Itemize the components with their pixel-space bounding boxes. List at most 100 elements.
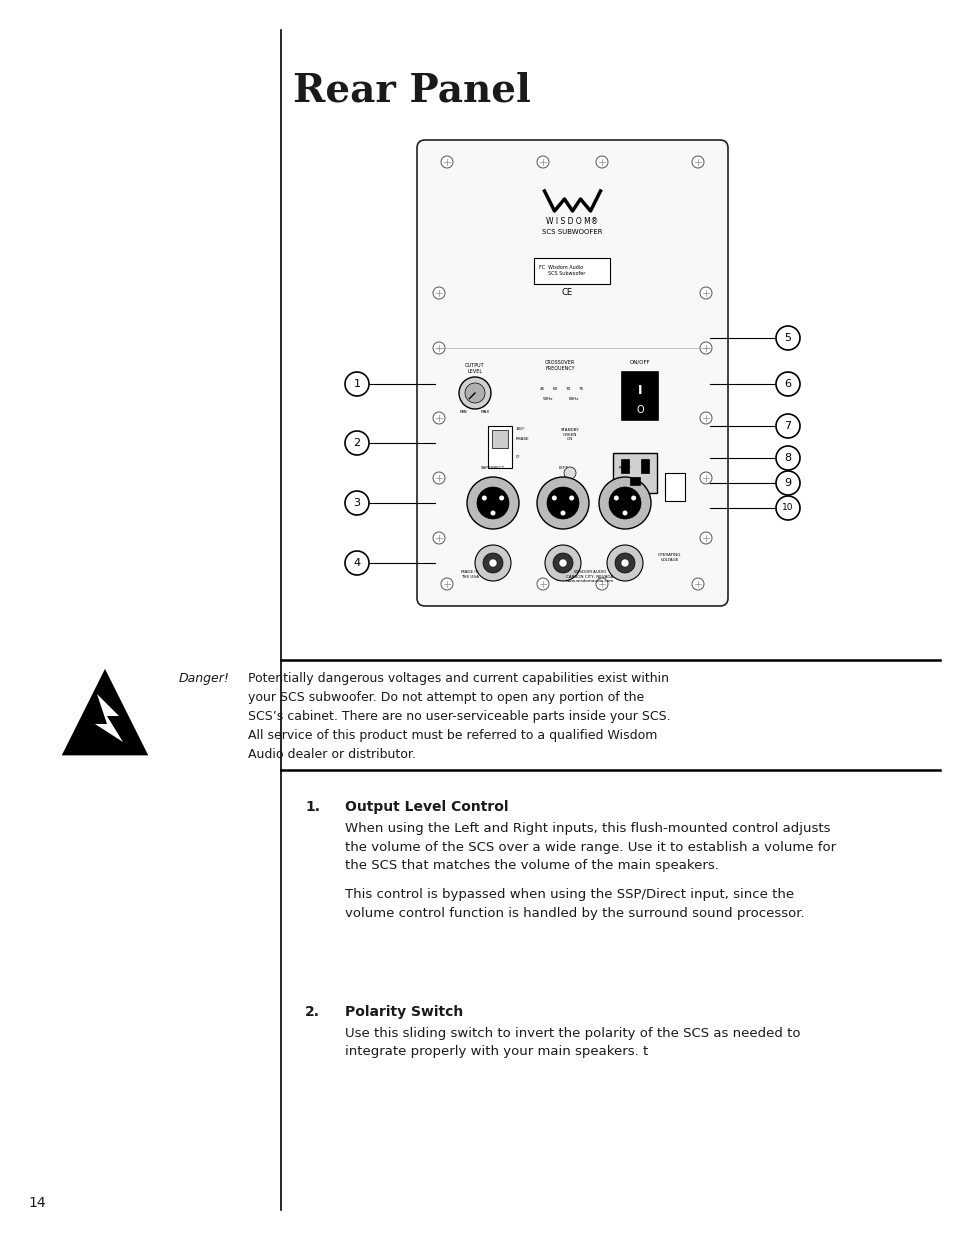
Text: SCS SUBWOOFER: SCS SUBWOOFER	[541, 228, 602, 235]
Circle shape	[775, 446, 800, 471]
Text: RIGHT: RIGHT	[618, 466, 631, 471]
Text: 70: 70	[565, 387, 570, 391]
Circle shape	[598, 477, 650, 529]
Circle shape	[700, 472, 711, 484]
Text: 4: 4	[353, 558, 360, 568]
Circle shape	[775, 496, 800, 520]
Text: TRIGGER
INPUT
12V DC: TRIGGER INPUT 12V DC	[560, 485, 578, 498]
Text: This control is bypassed when using the SSP/Direct input, since the
volume contr: This control is bypassed when using the …	[345, 888, 803, 920]
Circle shape	[345, 492, 369, 515]
Circle shape	[490, 510, 495, 515]
Circle shape	[498, 495, 503, 500]
Circle shape	[615, 553, 635, 573]
Text: MADE IN
THE USA: MADE IN THE USA	[460, 571, 478, 579]
Circle shape	[691, 156, 703, 168]
Circle shape	[551, 495, 557, 500]
Circle shape	[537, 477, 588, 529]
Circle shape	[691, 578, 703, 590]
Circle shape	[345, 551, 369, 576]
Circle shape	[596, 156, 607, 168]
Circle shape	[433, 532, 444, 543]
Text: 1.: 1.	[305, 800, 319, 814]
Bar	[492, 430, 507, 448]
Text: CROSSOVER
FREQUENCY: CROSSOVER FREQUENCY	[544, 359, 575, 370]
Text: STANDBY
GREEN
ON: STANDBY GREEN ON	[560, 429, 578, 441]
Text: OUTPUT
LEVEL: OUTPUT LEVEL	[465, 363, 484, 374]
Circle shape	[475, 545, 511, 580]
Circle shape	[606, 545, 642, 580]
Circle shape	[608, 487, 640, 519]
Bar	[613, 453, 657, 493]
Text: 0°: 0°	[516, 454, 520, 459]
Text: WISDOM AUDIO
CARSON CITY, NEVADA
www.wisdomaudio.com: WISDOM AUDIO CARSON CITY, NEVADA www.wis…	[565, 571, 614, 583]
Text: 10: 10	[781, 504, 793, 513]
Circle shape	[440, 578, 453, 590]
Circle shape	[622, 510, 627, 515]
Bar	[534, 258, 610, 284]
Circle shape	[345, 372, 369, 396]
Text: 7: 7	[783, 421, 791, 431]
Circle shape	[569, 495, 574, 500]
Text: O: O	[636, 405, 643, 415]
Text: Danger!: Danger!	[179, 672, 230, 685]
Circle shape	[700, 342, 711, 354]
Circle shape	[537, 578, 548, 590]
Circle shape	[563, 467, 576, 479]
Circle shape	[700, 532, 711, 543]
Circle shape	[489, 559, 497, 567]
Text: MIN: MIN	[459, 410, 467, 414]
Text: 3: 3	[354, 498, 360, 508]
Text: 50Hz: 50Hz	[542, 396, 553, 401]
FancyBboxPatch shape	[416, 140, 727, 606]
Circle shape	[700, 287, 711, 299]
Text: 9: 9	[783, 478, 791, 488]
Circle shape	[631, 495, 636, 500]
Bar	[640, 459, 648, 473]
Circle shape	[467, 477, 518, 529]
Circle shape	[775, 414, 800, 438]
Circle shape	[620, 559, 628, 567]
Polygon shape	[95, 694, 123, 742]
Circle shape	[440, 156, 453, 168]
Circle shape	[775, 471, 800, 495]
Circle shape	[433, 472, 444, 484]
Text: 45: 45	[538, 387, 544, 391]
Text: 60: 60	[552, 387, 558, 391]
Polygon shape	[64, 672, 146, 755]
Circle shape	[464, 383, 484, 403]
Text: Potentially dangerous voltages and current capabilities exist within
your SCS su: Potentially dangerous voltages and curre…	[248, 672, 670, 761]
Bar	[664, 473, 684, 501]
Text: Use this sliding switch to invert the polarity of the SCS as needed to
integrate: Use this sliding switch to invert the po…	[345, 1028, 800, 1058]
Circle shape	[560, 510, 565, 515]
Circle shape	[596, 578, 607, 590]
Circle shape	[433, 342, 444, 354]
Circle shape	[775, 372, 800, 396]
Text: Rear Panel: Rear Panel	[293, 72, 530, 110]
Text: 8: 8	[783, 453, 791, 463]
Bar	[629, 477, 639, 485]
Bar	[488, 426, 512, 468]
Circle shape	[544, 545, 580, 580]
Circle shape	[433, 287, 444, 299]
Circle shape	[700, 412, 711, 424]
Text: MAX: MAX	[480, 410, 490, 414]
Text: LEFT: LEFT	[558, 466, 567, 471]
Text: FC  Wisdom Audio
      SCS Subwoofer: FC Wisdom Audio SCS Subwoofer	[539, 266, 585, 275]
Circle shape	[482, 553, 502, 573]
Circle shape	[481, 495, 486, 500]
Text: 5: 5	[783, 333, 791, 343]
Text: AC INPUT: AC INPUT	[625, 499, 644, 503]
Bar	[621, 372, 658, 420]
Circle shape	[345, 431, 369, 454]
Circle shape	[558, 559, 566, 567]
Circle shape	[537, 156, 548, 168]
Circle shape	[433, 412, 444, 424]
Text: PHASE: PHASE	[516, 437, 529, 441]
Text: OPERATING
VOLTAGE: OPERATING VOLTAGE	[658, 553, 681, 562]
Text: 6: 6	[783, 379, 791, 389]
Text: CE: CE	[561, 288, 573, 296]
Circle shape	[476, 487, 509, 519]
Circle shape	[775, 326, 800, 350]
Circle shape	[546, 487, 578, 519]
Text: 2: 2	[353, 438, 360, 448]
